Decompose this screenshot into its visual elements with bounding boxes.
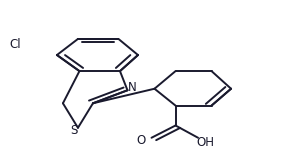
Text: N: N [128, 81, 136, 95]
Text: O: O [136, 134, 146, 146]
Text: Cl: Cl [9, 38, 21, 51]
Text: OH: OH [197, 136, 215, 149]
Text: S: S [70, 124, 77, 137]
